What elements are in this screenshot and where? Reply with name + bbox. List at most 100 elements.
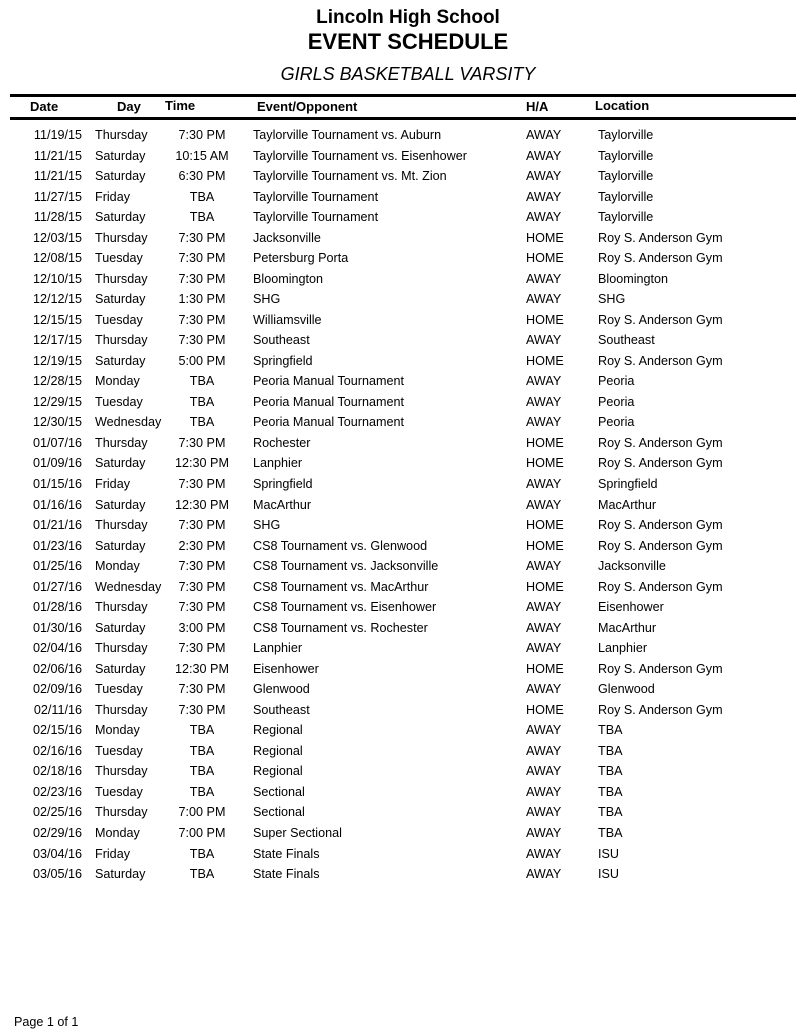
event-location: SHG	[598, 292, 626, 307]
event-location: Roy S. Anderson Gym	[598, 312, 723, 327]
event-time: 7:30 PM	[178, 641, 226, 656]
event-day: Tuesday	[95, 743, 143, 758]
table-row: 12/15/15 Tuesday 7:30 PM Williamsville HOME R…	[0, 313, 800, 333]
event-time: 7:30 PM	[178, 682, 226, 697]
event-day: Thursday	[95, 128, 148, 142]
event-date: 11/27/15	[33, 189, 82, 204]
event-day: Saturday	[95, 497, 146, 512]
event-opponent: CS8 Tournament vs. MacArthur	[253, 579, 429, 594]
event-date: 11/21/15	[33, 169, 82, 184]
event-opponent: Glenwood	[253, 682, 310, 697]
table-row: 02/29/16 Monday 7:00 PM Super Sectional AWAY…	[0, 826, 800, 846]
event-opponent: Springfield	[253, 477, 313, 491]
event-location: Southeast	[598, 333, 655, 348]
event-location: Roy S. Anderson Gym	[598, 251, 723, 266]
event-day: Thursday	[95, 271, 148, 286]
event-opponent: Southeast	[253, 333, 310, 348]
event-date: 02/15/16	[32, 723, 82, 738]
event-date: 11/19/15	[33, 128, 82, 142]
event-opponent: Lanphier	[253, 456, 303, 471]
event-date: 11/28/15	[33, 210, 82, 225]
event-day: Thursday	[95, 641, 148, 656]
event-day: Friday	[95, 846, 130, 861]
table-row: 12/17/15 Thursday 7:30 PM Southeast AWAY Sout…	[0, 333, 800, 353]
home-away: HOME	[526, 312, 564, 327]
event-location: TBA	[598, 826, 623, 841]
event-date: 12/08/15	[32, 251, 82, 266]
home-away: HOME	[526, 251, 564, 266]
event-location: Taylorville	[598, 148, 654, 163]
home-away: HOME	[526, 518, 564, 533]
event-day: Thursday	[95, 230, 148, 245]
event-date: 12/10/15	[32, 271, 82, 286]
event-time: 7:30 PM	[178, 579, 226, 594]
event-date: 02/29/16	[32, 826, 82, 841]
event-location: TBA	[598, 723, 623, 738]
event-location: MacArthur	[598, 497, 657, 512]
event-location: Peoria	[598, 394, 635, 409]
event-day: Thursday	[95, 333, 148, 348]
table-row: 11/21/15 Saturday 6:30 PM Taylorville Tourn…	[0, 169, 800, 189]
home-away: AWAY	[526, 743, 562, 758]
event-date: 12/30/15	[32, 415, 82, 430]
event-date: 11/21/15	[33, 148, 82, 163]
event-location: Roy S. Anderson Gym	[598, 661, 723, 676]
table-row: 03/05/16 Saturday TBA State Finals AWAY ISU	[0, 867, 800, 887]
event-day: Thursday	[95, 805, 148, 820]
event-opponent: Rochester	[253, 435, 311, 450]
table-row: 02/06/16 Saturday 12:30 PM Eisenhower HOME Ro…	[0, 662, 800, 682]
event-location: ISU	[598, 867, 619, 882]
table-row: 02/09/16 Tuesday 7:30 PM Glenwood AWAY Glenwo…	[0, 682, 800, 702]
home-away: AWAY	[526, 477, 562, 491]
table-row: 02/18/16 Thursday TBA Regional AWAY TBA	[0, 764, 800, 784]
home-away: HOME	[526, 456, 564, 471]
event-opponent: Springfield	[253, 353, 313, 368]
header-bottom-rule	[10, 117, 796, 120]
event-location: Springfield	[598, 477, 658, 491]
event-day: Saturday	[95, 148, 146, 163]
event-time: 12:30 PM	[175, 497, 229, 512]
event-date: 12/12/15	[32, 292, 82, 307]
event-day: Thursday	[95, 764, 148, 779]
event-time: 1:30 PM	[178, 292, 226, 307]
event-time: TBA	[189, 415, 215, 430]
event-location: Taylorville	[598, 169, 654, 184]
event-day: Saturday	[95, 867, 146, 882]
event-opponent: MacArthur	[253, 497, 312, 512]
event-opponent: State Finals	[253, 867, 320, 882]
home-away: HOME	[526, 702, 564, 717]
col-header-day: Day	[117, 99, 141, 114]
event-date: 01/25/16	[32, 559, 82, 574]
table-row: 02/04/16 Thursday 7:30 PM Lanphier AWAY Lanph…	[0, 641, 800, 661]
event-day: Tuesday	[95, 312, 143, 327]
home-away: AWAY	[526, 189, 562, 204]
table-row: 02/23/16 Tuesday TBA Sectional AWAY TBA	[0, 785, 800, 805]
event-time: 10:15 AM	[175, 148, 229, 163]
event-time: 7:30 PM	[178, 600, 226, 615]
event-opponent: Lanphier	[253, 641, 303, 656]
event-opponent: Regional	[253, 723, 303, 738]
home-away: HOME	[526, 538, 564, 553]
event-day: Monday	[95, 374, 140, 389]
event-time: TBA	[189, 723, 215, 738]
event-date: 12/15/15	[32, 312, 82, 327]
home-away: AWAY	[526, 210, 562, 225]
event-date: 01/30/16	[32, 620, 82, 635]
event-time: 7:30 PM	[178, 230, 226, 245]
event-day: Tuesday	[95, 784, 143, 799]
table-row: 01/16/16 Saturday 12:30 PM MacArthur AWAY Mac…	[0, 498, 800, 518]
event-location: Roy S. Anderson Gym	[598, 538, 723, 553]
table-row: 02/25/16 Thursday 7:00 PM Sectional AWAY TBA	[0, 805, 800, 825]
event-day: Tuesday	[95, 251, 143, 266]
home-away: AWAY	[526, 148, 562, 163]
event-location: Taylorville	[598, 189, 654, 204]
event-day: Saturday	[95, 169, 146, 184]
event-date: 02/25/16	[32, 805, 82, 820]
table-row: 01/27/16 Wednesday 7:30 PM CS8 Tournament v…	[0, 580, 800, 600]
page-title: EVENT SCHEDULE	[307, 29, 509, 54]
event-day: Saturday	[95, 661, 146, 676]
home-away: AWAY	[526, 128, 562, 142]
event-opponent: Sectional	[253, 784, 305, 799]
event-date: 02/04/16	[32, 641, 82, 656]
event-day: Saturday	[95, 538, 146, 553]
